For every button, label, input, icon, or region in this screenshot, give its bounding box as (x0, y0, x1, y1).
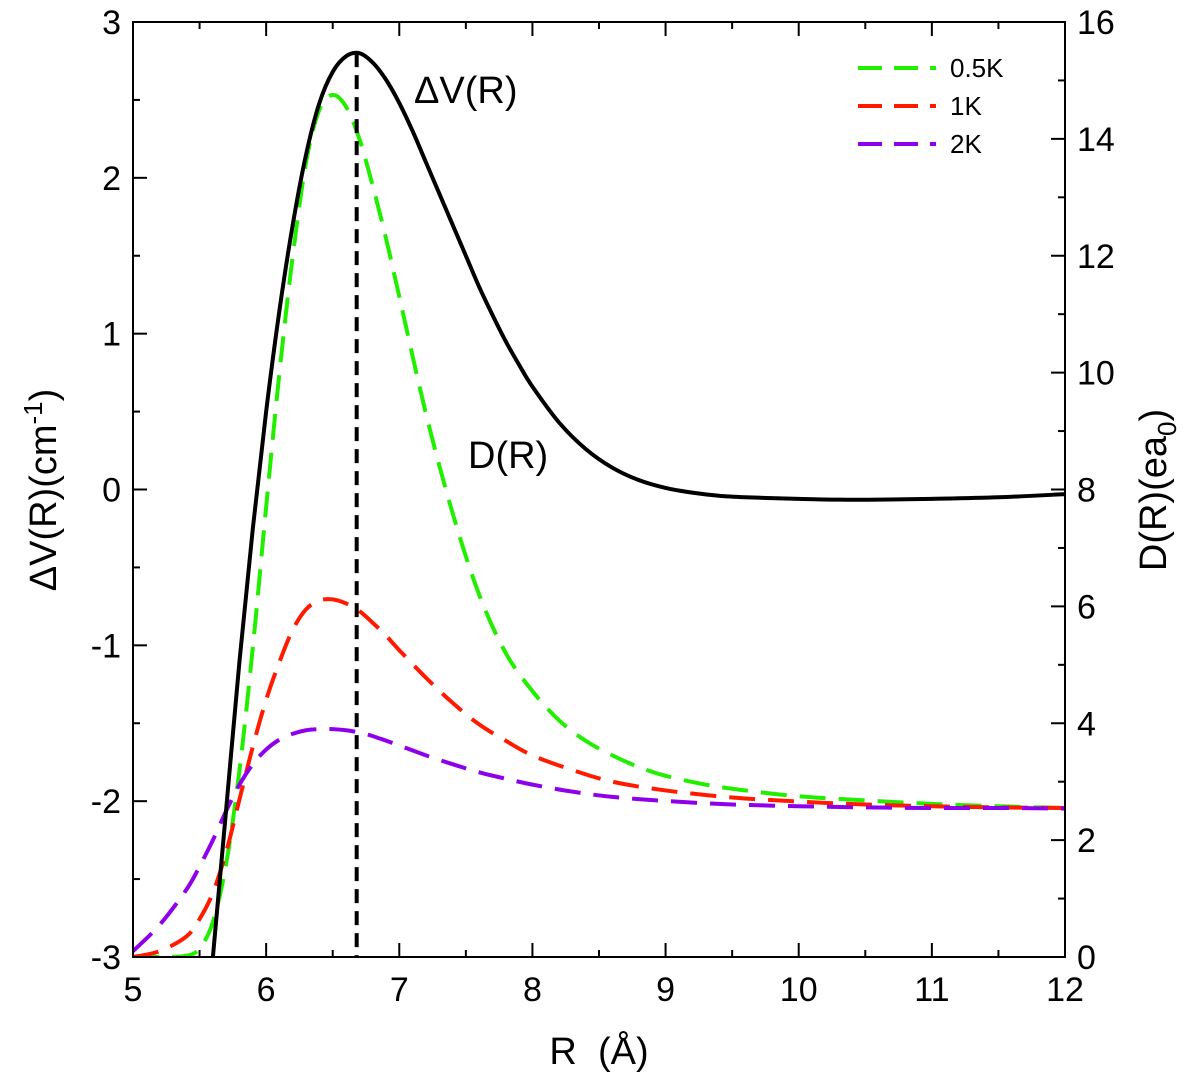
x-axis-title: R (Å) (549, 1029, 648, 1073)
y-right-tick-label: 0 (1077, 939, 1096, 977)
annotation-dv: ΔV(R) (414, 70, 517, 112)
series-layer (133, 50, 1065, 957)
y-right-tick-label: 10 (1077, 355, 1115, 393)
y-left-axis-title: ΔV(R)(cm-1) (18, 389, 65, 592)
y-left-tick-label: 1 (102, 316, 121, 354)
y-left-tick-label: 2 (102, 160, 121, 198)
x-tick-label: 5 (124, 971, 143, 1009)
y-left-tick-label: 0 (102, 472, 121, 510)
series-line-VR (210, 50, 1065, 957)
legend: 0.5K 1K 2K (858, 53, 1004, 159)
y-right-tick-label: 6 (1077, 588, 1096, 626)
y-right-tick-label: 8 (1077, 472, 1096, 510)
plot-frame (132, 21, 1066, 958)
y-right-title-main: D(R)(ea (1133, 435, 1175, 571)
y-right-tick-label: 12 (1077, 238, 1115, 276)
series-line-0-5K (133, 93, 1065, 957)
series-line-2K (133, 726, 1065, 953)
legend-item: 1K (858, 91, 982, 121)
y-right-tick-label: 4 (1077, 705, 1096, 743)
x-tick-label: 9 (656, 971, 675, 1009)
legend-item: 0.5K (858, 53, 1004, 83)
y-left-tick-label: -1 (91, 627, 121, 665)
y-right-tick-label: 14 (1077, 121, 1115, 159)
y-right-tick-label: 2 (1077, 822, 1096, 860)
y-left-title-main: ΔV(R)(cm (23, 424, 65, 591)
x-tick-label: 6 (257, 971, 276, 1009)
x-tick-label: 7 (390, 971, 409, 1009)
x-tick-label: 8 (523, 971, 542, 1009)
y-right-axis-title: D(R)(ea0) (1133, 409, 1182, 571)
y-left-title-end: ) (23, 389, 65, 402)
annotation-d: D(R) (468, 435, 548, 477)
legend-label: 0.5K (950, 53, 1004, 83)
y-left-tick-label: -3 (91, 939, 121, 977)
y-left-tick-label: -2 (91, 783, 121, 821)
legend-label: 1K (950, 91, 982, 121)
x-tick-label: 10 (780, 971, 818, 1009)
legend-item: 2K (858, 129, 982, 159)
x-tick-label: 11 (914, 971, 949, 1009)
y-left-tick-label: 3 (102, 4, 121, 42)
y-right-tick-label: 16 (1077, 4, 1115, 42)
y-right-title-sub: 0 (1152, 422, 1182, 436)
y-left-title-sup: -1 (18, 401, 48, 424)
legend-label: 2K (950, 129, 982, 159)
y-right-title-end: ) (1133, 409, 1175, 422)
x-tick-label: 12 (1046, 971, 1084, 1009)
series-line-1K (133, 597, 1065, 957)
